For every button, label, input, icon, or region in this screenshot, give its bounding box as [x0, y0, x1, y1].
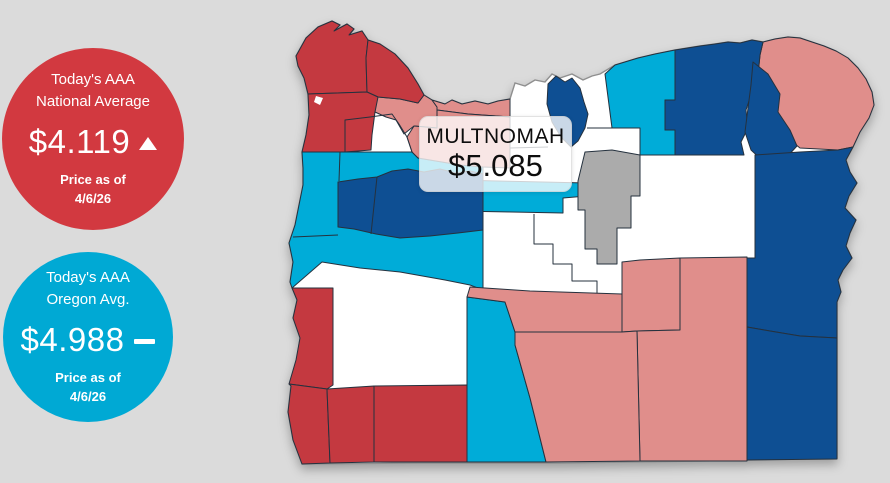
county-region-coos[interactable]	[288, 287, 334, 390]
county-border-marion-linn	[370, 176, 378, 235]
oregon-price-row: $4.988	[21, 321, 156, 359]
national-badge-title-line2: National Average	[36, 93, 150, 110]
tooltip-county-price: $5.085	[448, 147, 543, 183]
county-region-baker[interactable]	[746, 146, 858, 339]
county-region-clatsop[interactable]	[295, 20, 369, 95]
county-region-jackson[interactable]	[373, 384, 468, 463]
county-region-lake[interactable]	[514, 330, 641, 463]
national-badge-title-line1: Today's AAA	[51, 71, 135, 89]
map-tooltip: MULTNOMAH $5.085	[419, 116, 572, 192]
oregon-badge-title: Today's AAA Oregon Avg.	[46, 267, 130, 311]
national-price-row: $4.119	[28, 122, 158, 161]
oregon-average-badge: Today's AAA Oregon Avg. $4.988 Price as …	[3, 252, 173, 422]
county-border-lincoln-east	[338, 151, 341, 182]
county-region-curry[interactable]	[287, 383, 331, 465]
oregon-badge-title-line2: Oregon Avg.	[46, 291, 130, 308]
trend-flat-icon	[134, 339, 156, 345]
county-region-wheeler[interactable]	[577, 149, 641, 265]
county-border-yamhill	[344, 113, 413, 153]
oregon-price-note: Price as of 4/6/26	[55, 368, 121, 407]
oregon-price: $4.988	[20, 320, 125, 358]
county-region-crook[interactable]	[621, 257, 681, 333]
national-badge-title: Today's AAA National Average	[36, 69, 150, 113]
national-average-badge: Today's AAA National Average $4.119 Pric…	[2, 48, 184, 230]
county-region-josephine[interactable]	[326, 385, 375, 464]
national-note-line2: 4/6/26	[74, 191, 112, 207]
national-note-line1: Price as of	[60, 171, 126, 187]
oregon-badge-title-line1: Today's AAA	[46, 269, 130, 287]
county-border-lincoln-lane	[292, 234, 339, 238]
county-region-umatilla[interactable]	[664, 39, 764, 156]
trend-up-icon	[139, 137, 158, 151]
oregon-note-line1: Price as of	[55, 369, 121, 385]
national-price: $4.119	[28, 122, 131, 160]
county-region-malheur[interactable]	[746, 326, 838, 461]
state-shape	[287, 20, 875, 465]
tillamook-inlet	[314, 96, 323, 105]
tooltip-county-name: MULTNOMAH	[426, 124, 565, 148]
county-region-columbia[interactable]	[365, 39, 425, 104]
county-region-tillamook[interactable]	[301, 91, 379, 153]
national-price-note: Price as of 4/6/26	[60, 170, 126, 209]
oregon-note-line2: 4/6/26	[69, 389, 107, 405]
county-border-jefferson-crook	[533, 214, 598, 293]
